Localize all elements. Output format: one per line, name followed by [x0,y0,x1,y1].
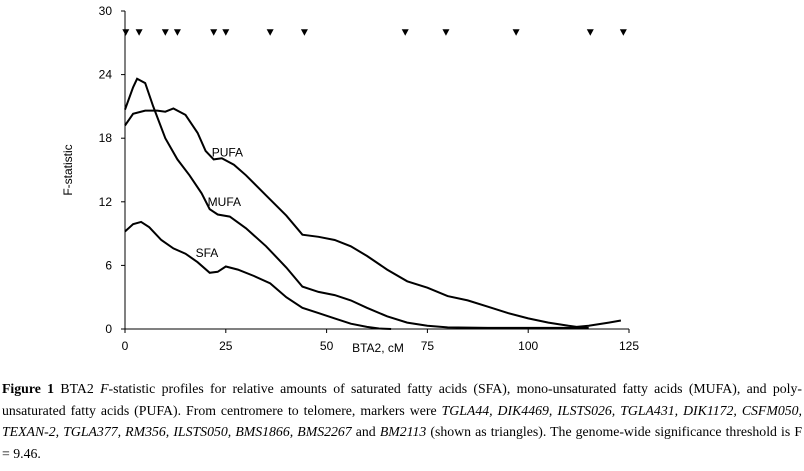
marker-triangle [266,29,274,36]
curve-label: SFA [196,246,219,260]
caption-text: (shown as triangles). The genome-wide si… [2,424,803,461]
y-tick-label: 30 [99,4,113,18]
curve [124,220,392,330]
chart: BTA2, cM F-statistic 0 6 12 18 24 30 0 25 50 75 10… [61,4,639,355]
marker-triangle [512,29,520,36]
marker-triangle [401,29,409,36]
y-tick-label: 18 [99,131,113,145]
caption-text: BM2113 [379,424,427,439]
marker-triangle [210,29,218,36]
figure-caption: Figure 1 BTA2 F-statistic profiles for r… [2,378,802,464]
y-tick-label: 12 [99,195,113,209]
caption-text: Figure 1 [2,381,55,396]
marker-triangle [161,29,169,36]
marker-triangle [135,29,143,36]
marker-triangle [222,29,230,36]
caption-text: and [351,424,380,439]
marker-triangle [122,29,130,36]
y-tick-label: 6 [105,258,112,272]
x-tick-label: 0 [122,339,129,353]
x-tick-label: 50 [320,339,334,353]
x-axis-label: BTA2, cM [352,341,404,355]
curve-label: MUFA [208,195,241,209]
x-tick-label: 75 [421,339,435,353]
marker-triangle [619,29,627,36]
x-tick-label: 100 [518,339,538,353]
marker-triangle [442,29,450,36]
marker-triangle [173,29,181,36]
caption-text: -statistic profiles for relative amounts… [2,381,802,418]
marker-triangle [300,29,308,36]
curve [124,107,622,328]
y-axis-label: F-statistic [61,144,75,195]
marker-triangle [586,29,594,36]
y-tick-label: 0 [105,322,112,336]
caption-text: F [100,381,109,396]
curve [124,77,589,329]
x-tick-label: 25 [219,339,233,353]
x-tick-label: 125 [619,339,639,353]
caption-text: BTA2 [54,381,101,396]
y-tick-label: 24 [99,68,113,82]
curve-label: PUFA [212,145,243,159]
caption-text: TGLA44, DIK4469, ILSTS026, TGLA431, DIK1… [2,402,802,440]
